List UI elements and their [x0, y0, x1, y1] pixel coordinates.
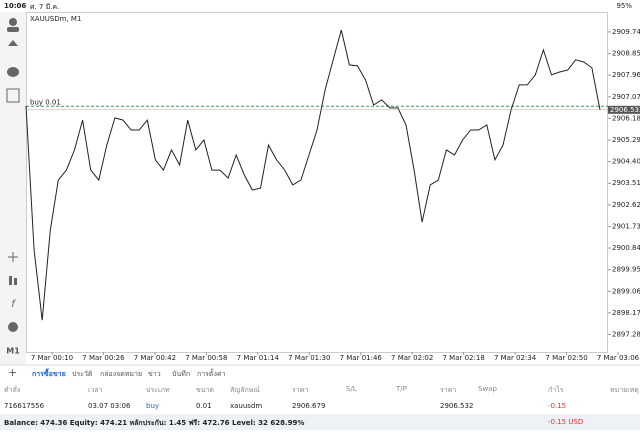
trade-icon[interactable]: [8, 40, 18, 46]
summary-bar: [0, 414, 640, 430]
price-line: [25, 29, 601, 321]
sidebar-icons: f: [6, 18, 20, 332]
status-time: 10:06: [4, 2, 27, 10]
tab[interactable]: ประวัติ: [72, 370, 93, 378]
y-tick-label: 2903.510: [612, 179, 640, 187]
column-header: สัญลักษณ์: [230, 386, 260, 394]
chart-title: XAUUSDm, M1: [30, 15, 81, 23]
column-header: กำไร: [548, 386, 564, 394]
chat-icon[interactable]: [7, 67, 19, 77]
tab[interactable]: กล่องจดหมาย: [100, 370, 143, 378]
tab[interactable]: ข่าว: [148, 370, 161, 378]
y-tick-label: 2902.620: [612, 201, 640, 209]
objects-icon[interactable]: [8, 322, 18, 332]
new-icon[interactable]: [6, 88, 20, 103]
y-tick-label: 2906.180: [612, 114, 640, 122]
account-icon[interactable]: [9, 18, 17, 26]
x-tick-label: 7 Mar 02:50: [545, 354, 587, 362]
cell: buy: [146, 402, 160, 410]
cell: xauusdm: [230, 402, 263, 410]
buy-line-label: buy 0.01: [30, 98, 61, 106]
column-header: Swap: [478, 385, 497, 393]
column-header: ขนาด: [196, 386, 215, 394]
y-tick-label: 2898.170: [612, 309, 640, 317]
candle-icon[interactable]: [9, 276, 12, 285]
status-date: ศ. 7 มี.ค.: [30, 3, 60, 11]
x-tick-label: 7 Mar 02:02: [391, 354, 433, 362]
y-tick-label: 2899.060: [612, 287, 640, 295]
column-header: T/P: [396, 385, 407, 393]
column-header: S/L: [346, 385, 357, 393]
price-tag-label: 2906.532: [610, 106, 640, 114]
x-tick-label: 7 Mar 02:18: [442, 354, 484, 362]
x-tick-label: 7 Mar 02:34: [494, 354, 537, 362]
indicator-icon[interactable]: f: [11, 299, 16, 310]
summary-profit: -0.15 USD: [548, 418, 584, 426]
cell: 2906.532: [440, 402, 474, 410]
column-header: ราคา: [292, 386, 309, 394]
y-tick-label: 2907.070: [612, 93, 640, 101]
tab[interactable]: การตั้งค่า: [197, 370, 226, 378]
y-tick-label: 2901.730: [612, 222, 640, 230]
price-tag: [608, 105, 640, 114]
y-tick-label: 2899.950: [612, 266, 640, 274]
y-tick-label: 2908.850: [612, 50, 640, 58]
summary: Balance: 474.36 Equity: 474.21 หลักประกั…: [4, 419, 305, 427]
timeframe[interactable]: M1: [6, 347, 20, 356]
y-tick-label: 2909.740: [612, 28, 640, 36]
x-tick-label: 7 Mar 00:26: [82, 354, 125, 362]
x-tick-label: 7 Mar 00:58: [185, 354, 227, 362]
cell: 716617556: [4, 402, 45, 410]
x-tick-label: 7 Mar 01:30: [288, 354, 330, 362]
y-tick-label: 2897.280: [612, 331, 640, 339]
x-tick-label: 7 Mar 03:06: [597, 354, 640, 362]
y-tick-label: 2904.400: [612, 158, 640, 166]
candle-icon[interactable]: [14, 278, 17, 285]
column-header: หมายเหตุ: [610, 386, 639, 394]
tab[interactable]: บันทึก: [172, 370, 191, 378]
cell: 03.07 03:06: [88, 402, 131, 410]
status-battery: 95%: [616, 2, 632, 10]
add-button[interactable]: +: [8, 366, 17, 379]
x-tick-label: 7 Mar 00:42: [134, 354, 176, 362]
y-tick-label: 2907.960: [612, 71, 640, 79]
account-icon[interactable]: [7, 27, 19, 32]
column-header: เวลา: [88, 386, 103, 394]
sidebar: [0, 12, 26, 365]
crosshair-icon[interactable]: [8, 252, 18, 262]
cell: -0.15: [548, 402, 567, 410]
cell: 0.01: [196, 402, 212, 410]
y-tick-label: 2900.840: [612, 244, 640, 252]
x-tick-label: 7 Mar 01:14: [237, 354, 280, 362]
y-tick-label: 2905.290: [612, 136, 640, 144]
x-tick-label: 7 Mar 00:10: [31, 354, 73, 362]
x-tick-label: 7 Mar 01:46: [340, 354, 383, 362]
column-header: คำสั่ง: [4, 386, 21, 394]
column-header: ประเภท: [146, 386, 170, 394]
column-header: ราคา: [440, 386, 457, 394]
tab[interactable]: การซื้อขาย: [32, 370, 66, 378]
plot-frame: [26, 12, 608, 353]
cell: 2906.679: [292, 402, 326, 410]
